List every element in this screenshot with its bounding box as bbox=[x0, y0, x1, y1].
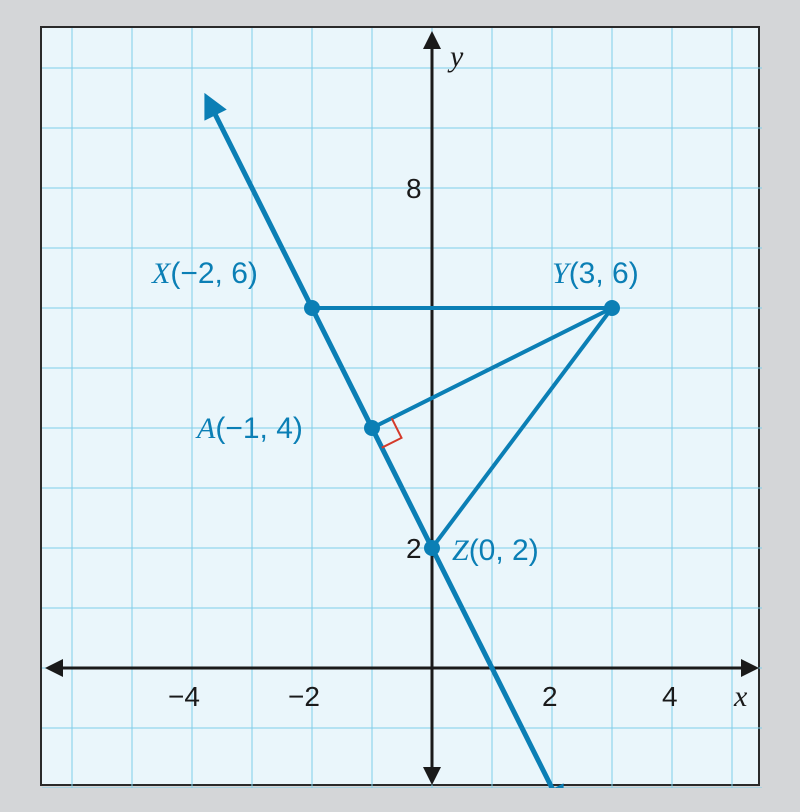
point-Z bbox=[424, 540, 440, 556]
y-tick-label: 8 bbox=[406, 173, 422, 204]
y-tick-label: 2 bbox=[406, 533, 422, 564]
coordinate-graph: y x −4 −2 2 4 2 8 X(−2, 6) Y(3, 6) A(−1, 4) Z(0, 2) bbox=[40, 26, 760, 786]
label-Y: Y(3, 6) bbox=[552, 257, 639, 290]
label-X: X(−2, 6) bbox=[151, 257, 258, 290]
label-Z: Z(0, 2) bbox=[452, 534, 539, 567]
x-tick-label: −2 bbox=[288, 681, 320, 712]
point-Y bbox=[604, 300, 620, 316]
graph-svg: y x −4 −2 2 4 2 8 X(−2, 6) Y(3, 6) A(−1, 4) Z(0, 2) bbox=[42, 28, 762, 788]
label-A: A(−1, 4) bbox=[195, 412, 303, 445]
y-axis-label: y bbox=[447, 40, 464, 73]
x-tick-label: −4 bbox=[168, 681, 200, 712]
x-tick-label: 4 bbox=[662, 681, 678, 712]
point-X bbox=[304, 300, 320, 316]
x-axis-label: x bbox=[733, 680, 748, 713]
point-A bbox=[364, 420, 380, 436]
x-tick-label: 2 bbox=[542, 681, 558, 712]
